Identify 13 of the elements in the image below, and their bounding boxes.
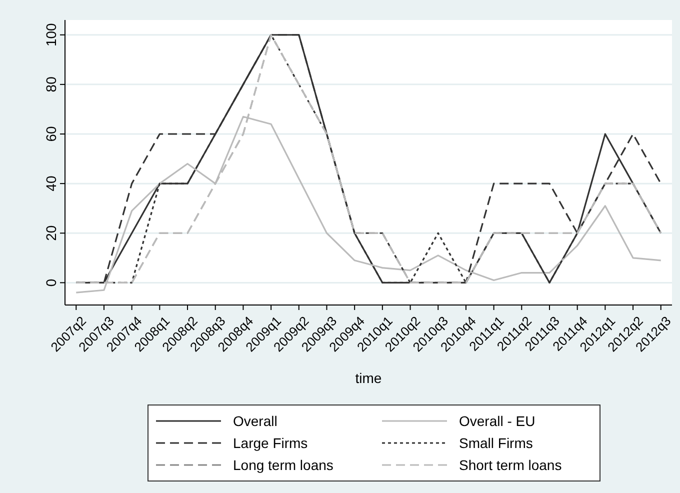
y-tick-label: 80 <box>43 76 59 92</box>
legend-label: Small Firms <box>459 435 533 451</box>
y-tick-label: 0 <box>43 278 59 287</box>
legend-label: Short term loans <box>459 457 562 473</box>
legend-label: Overall <box>233 413 278 429</box>
legend-label: Large Firms <box>233 435 308 451</box>
y-tick-label: 40 <box>43 176 59 192</box>
legend-label: Long term loans <box>233 457 334 473</box>
x-axis-title: time <box>355 370 382 386</box>
y-tick-label: 60 <box>43 126 59 142</box>
y-tick-label: 20 <box>43 225 59 241</box>
y-tick-label: 100 <box>43 22 59 47</box>
legend-label: Overall - EU <box>459 413 536 429</box>
